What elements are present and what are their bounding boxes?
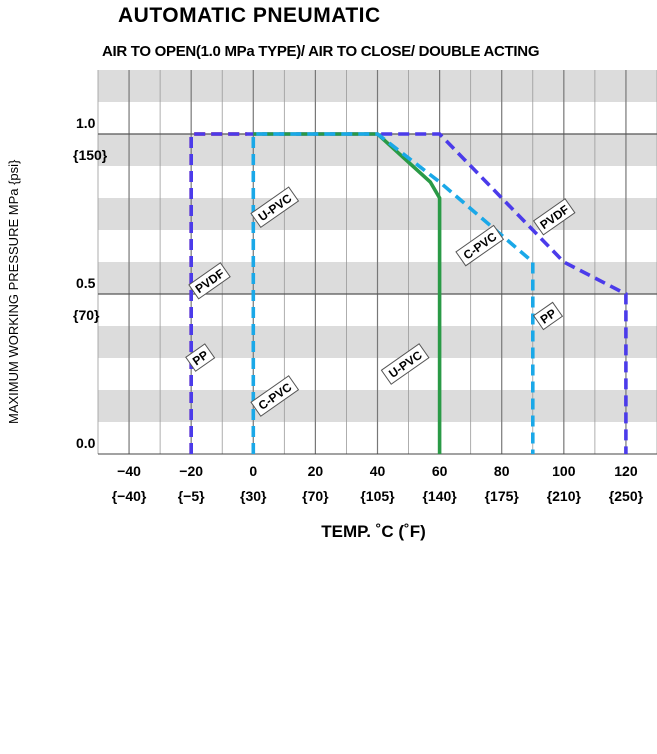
- series-label-box: [250, 186, 300, 229]
- x-tick-label-fahrenheit: {105}: [360, 488, 395, 504]
- series-line-c-pvc: [251, 132, 535, 454]
- x-tick-label: 120: [614, 463, 638, 479]
- series-label-pp: PP: [185, 343, 216, 372]
- y-tick-label: 0.0: [76, 435, 96, 451]
- y-tick-label: 1.0: [76, 115, 96, 131]
- series-label-pp: PP: [532, 301, 564, 331]
- x-tick-label-fahrenheit: {250}: [609, 488, 644, 504]
- x-tick-label-fahrenheit: {30}: [240, 488, 267, 504]
- series-line-pvdf: [189, 132, 628, 454]
- x-tick-label-fahrenheit: {210}: [547, 488, 582, 504]
- y-tick-label-psi: {70}: [73, 307, 100, 323]
- x-tick-label-fahrenheit: {175}: [485, 488, 520, 504]
- x-tick-label-fahrenheit: {140}: [422, 488, 457, 504]
- chart-subtitle: AIR TO OPEN(1.0 MPa TYPE)/ AIR TO CLOSE/…: [102, 43, 540, 60]
- x-tick-label: −40: [117, 463, 141, 479]
- series-label-c-pvc: C-PVC: [455, 224, 505, 267]
- series-label-box: [188, 262, 231, 300]
- x-tick-label-fahrenheit: {70}: [302, 488, 329, 504]
- series-line-u-pvc: [253, 132, 442, 454]
- x-axis-label: TEMP. ˚C (˚F): [321, 522, 426, 541]
- series-label-box: [455, 224, 505, 267]
- series-label-box: [250, 375, 300, 417]
- x-tick-label: 20: [308, 463, 324, 479]
- x-tick-label: 100: [552, 463, 576, 479]
- pressure-temperature-chart: −40 {−40} −20 {−5} 0 {30} 20 {70} 40 {105} 60 {140}…: [73, 70, 657, 504]
- chart-title: AUTOMATIC PNEUMATIC: [118, 4, 381, 27]
- y-tick-label: 0.5: [76, 275, 96, 291]
- x-tick-label: 40: [370, 463, 386, 479]
- series-label-box: [185, 343, 216, 372]
- x-tick-label: 60: [432, 463, 448, 479]
- series-label-box: [532, 198, 576, 236]
- series-label-box: [532, 301, 564, 331]
- x-tick-label: −20: [179, 463, 203, 479]
- series-label-box: [380, 343, 430, 385]
- y-tick-label-psi: {150}: [73, 147, 108, 163]
- x-tick-label: 80: [494, 463, 510, 479]
- x-tick-label-fahrenheit: {−5}: [178, 488, 205, 504]
- x-tick-label-fahrenheit: {−40}: [112, 488, 147, 504]
- x-tick-label: 0: [249, 463, 257, 479]
